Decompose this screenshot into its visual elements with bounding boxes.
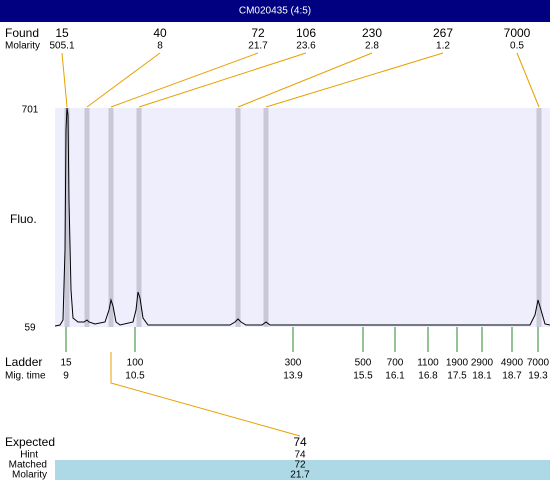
peak-connector	[265, 52, 444, 108]
found-molarity: 23.6	[296, 41, 316, 52]
mig-time: 15.5	[353, 371, 373, 382]
found-molarity: 8	[157, 41, 163, 52]
expected-value: 74	[293, 435, 307, 449]
matched-label: Matched	[9, 460, 47, 471]
mig-time: 13.9	[283, 371, 303, 382]
matched-value: 72	[294, 460, 306, 471]
mig-time: 19.3	[528, 371, 548, 382]
peak-band	[64, 108, 70, 327]
match-molarity-label: Molarity	[12, 470, 47, 480]
mig-time: 16.1	[385, 371, 405, 382]
found-molarity: 505.1	[49, 41, 74, 52]
header-bar	[0, 0, 550, 22]
ladder-size: 300	[285, 358, 302, 369]
hint-value: 74	[294, 450, 306, 461]
peak-band	[263, 108, 269, 327]
peak-connector	[110, 52, 259, 108]
ladder-size: 2900	[471, 358, 494, 369]
found-molarity: 21.7	[248, 41, 268, 52]
found-size: 106	[296, 26, 316, 40]
selected-row	[55, 460, 550, 480]
peak-band	[536, 108, 542, 327]
found-size: 72	[251, 26, 265, 40]
plot-area	[55, 108, 550, 327]
peak-connector	[516, 52, 540, 108]
header-title: CM020435 (4:5)	[239, 6, 311, 17]
peak-band	[108, 108, 114, 327]
ladder-size: 1100	[417, 358, 439, 369]
match-molarity-value: 21.7	[290, 470, 310, 480]
found-molarity: 1.2	[436, 41, 450, 52]
ladder-size: 500	[355, 358, 372, 369]
peak-band	[84, 108, 90, 327]
peak-band	[235, 108, 241, 327]
mig-time: 9	[63, 371, 69, 382]
peak-connector	[61, 52, 68, 108]
mig-time: 17.5	[447, 371, 467, 382]
y-min-label: 59	[24, 323, 36, 334]
ladder-size: 100	[127, 358, 144, 369]
ladder-size: 15	[60, 358, 72, 369]
ladder-size: 700	[387, 358, 404, 369]
found-molarity: 2.8	[365, 41, 379, 52]
peak-connector	[86, 52, 161, 108]
found-molarity: 0.5	[510, 41, 524, 52]
found-size: 267	[433, 26, 453, 40]
y-axis-label: Fluo.	[10, 212, 37, 226]
peak-connector	[237, 52, 373, 108]
found-size: 15	[55, 26, 69, 40]
y-max-label: 701	[22, 105, 39, 116]
ladder-label: Ladder	[5, 355, 42, 369]
trace	[54, 107, 550, 327]
found-size: 230	[362, 26, 382, 40]
found-size: 40	[153, 26, 167, 40]
match-connector	[110, 352, 301, 437]
ladder-size: 1900	[446, 358, 469, 369]
ladder-size: 4900	[501, 358, 524, 369]
mig-time: 18.7	[502, 371, 522, 382]
mig-time: 16.8	[418, 371, 438, 382]
hint-label: Hint	[20, 450, 38, 461]
found-molarity-label: Molarity	[5, 41, 40, 52]
found-label: Found	[5, 26, 39, 40]
expected-label: Expected	[5, 435, 55, 449]
mig-time-label: Mig. time	[5, 371, 46, 382]
found-size: 7000	[504, 26, 531, 40]
mig-time: 10.5	[125, 371, 145, 382]
ladder-size: 7000	[527, 358, 550, 369]
mig-time: 18.1	[472, 371, 492, 382]
peak-connector	[138, 52, 307, 108]
peak-band	[136, 108, 142, 327]
